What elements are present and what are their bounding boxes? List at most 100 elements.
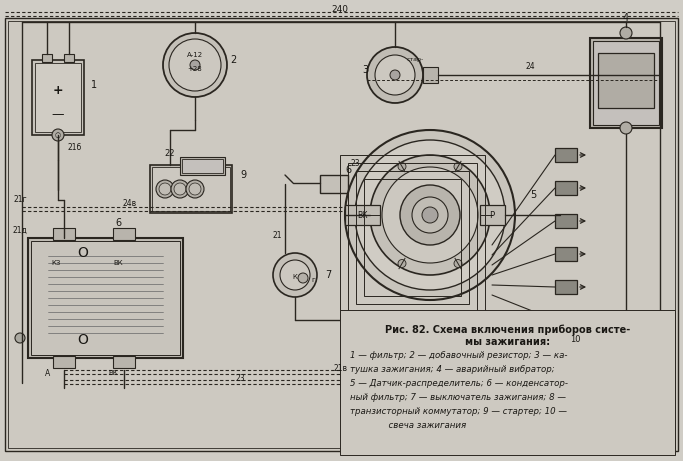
Text: О: О	[78, 246, 88, 260]
Circle shape	[169, 39, 221, 91]
Text: ВК: ВК	[108, 370, 117, 376]
Circle shape	[398, 260, 406, 267]
Circle shape	[482, 211, 490, 219]
Text: А: А	[45, 368, 51, 378]
Circle shape	[174, 183, 186, 195]
Text: А-12: А-12	[187, 52, 203, 58]
Circle shape	[189, 183, 201, 195]
Bar	[150, 165, 232, 213]
Text: мы зажигания:: мы зажигания:	[465, 337, 550, 347]
Text: +28: +28	[188, 66, 202, 72]
Bar	[182, 159, 223, 173]
Text: свеча зажигания: свеча зажигания	[350, 420, 466, 430]
Text: Р: Р	[490, 211, 494, 219]
Bar	[348, 163, 477, 312]
Text: 24в: 24в	[123, 199, 137, 207]
Bar	[555, 247, 577, 261]
Circle shape	[171, 180, 189, 198]
Text: 21г: 21г	[13, 195, 27, 205]
Text: 23: 23	[235, 373, 245, 383]
Circle shape	[273, 253, 317, 297]
Circle shape	[375, 55, 415, 95]
Bar	[340, 155, 485, 320]
Bar	[555, 181, 577, 195]
Text: 5: 5	[530, 190, 536, 200]
Circle shape	[398, 163, 406, 171]
Text: тушка зажигания; 4 — аварийный вибратор;: тушка зажигания; 4 — аварийный вибратор;	[350, 365, 555, 373]
Bar	[180, 157, 225, 175]
Bar	[35, 63, 81, 132]
Circle shape	[52, 129, 64, 141]
Circle shape	[454, 163, 462, 171]
Bar	[423, 67, 438, 83]
Text: 24: 24	[525, 63, 535, 71]
Bar	[590, 38, 662, 128]
Text: ВК: ВК	[113, 260, 123, 266]
Text: —: —	[52, 108, 64, 122]
Text: 10: 10	[570, 336, 581, 344]
Circle shape	[367, 47, 423, 103]
Text: 21: 21	[273, 230, 282, 240]
Text: 3: 3	[362, 65, 368, 75]
Bar	[598, 53, 654, 108]
Text: 5 — Датчик-распределитель; 6 — конденсатор-: 5 — Датчик-распределитель; 6 — конденсат…	[350, 378, 568, 388]
Text: 23: 23	[350, 159, 360, 167]
Bar	[480, 205, 505, 225]
Bar	[64, 54, 74, 62]
Text: 21в: 21в	[333, 364, 347, 372]
Circle shape	[156, 180, 174, 198]
Text: 240: 240	[331, 6, 348, 14]
Bar	[593, 41, 659, 125]
Text: 9: 9	[240, 170, 246, 180]
Text: К: К	[292, 274, 297, 280]
Bar	[113, 228, 135, 240]
Text: 22: 22	[165, 148, 176, 158]
Text: г: г	[311, 277, 315, 283]
Bar	[42, 54, 52, 62]
Bar	[364, 179, 461, 296]
Bar	[345, 205, 380, 225]
Text: стар-: стар-	[406, 58, 423, 63]
Bar	[53, 356, 75, 368]
Text: ВК: ВК	[358, 211, 368, 219]
Circle shape	[620, 27, 632, 39]
Bar	[53, 228, 75, 240]
Circle shape	[298, 273, 308, 283]
Text: О: О	[78, 333, 88, 347]
Bar	[555, 280, 577, 294]
Text: 21б: 21б	[68, 143, 82, 153]
Text: 6: 6	[345, 165, 351, 175]
Bar	[113, 356, 135, 368]
Text: 4: 4	[623, 13, 629, 23]
Circle shape	[454, 260, 462, 267]
Circle shape	[190, 60, 200, 70]
Text: +: +	[53, 83, 64, 96]
Text: 7: 7	[325, 270, 331, 280]
Circle shape	[186, 180, 204, 198]
Bar	[340, 310, 675, 455]
Bar	[31, 241, 180, 355]
Circle shape	[412, 197, 448, 233]
Text: КЗ: КЗ	[51, 260, 61, 266]
Bar	[320, 175, 348, 193]
Bar	[32, 60, 84, 135]
Text: 1 — фильтр; 2 — добавочный резистор; 3 — ка-: 1 — фильтр; 2 — добавочный резистор; 3 —…	[350, 350, 568, 360]
Circle shape	[370, 155, 490, 275]
Circle shape	[400, 185, 460, 245]
Text: 21д: 21д	[12, 225, 27, 235]
Circle shape	[163, 33, 227, 97]
Circle shape	[422, 207, 438, 223]
Circle shape	[620, 122, 632, 134]
Text: транзисторный коммутатор; 9 — стартер; 10 —: транзисторный коммутатор; 9 — стартер; 1…	[350, 407, 567, 415]
Bar	[28, 238, 183, 358]
Text: 6: 6	[115, 218, 121, 228]
Bar	[356, 171, 469, 304]
Circle shape	[15, 333, 25, 343]
Text: ный фильтр; 7 — выключатель зажигания; 8 —: ный фильтр; 7 — выключатель зажигания; 8…	[350, 392, 566, 402]
Circle shape	[382, 167, 478, 263]
Circle shape	[370, 211, 378, 219]
Bar	[555, 313, 577, 327]
Bar	[555, 214, 577, 228]
Text: 1: 1	[91, 80, 97, 90]
Bar	[555, 148, 577, 162]
